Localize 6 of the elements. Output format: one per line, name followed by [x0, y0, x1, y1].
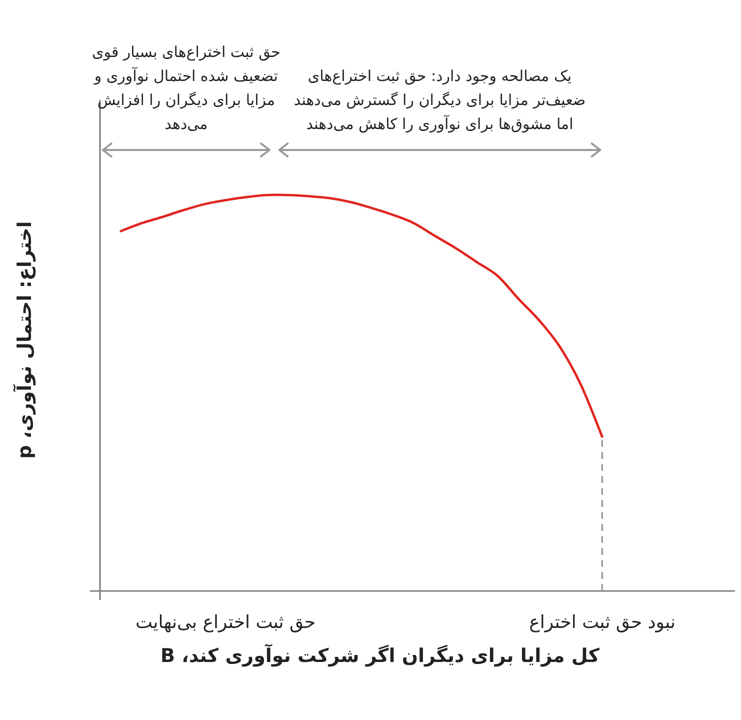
- x-tick-label: حق ثبت اختراع بی‌نهایت: [136, 612, 316, 633]
- y-axis-title: اختراع: احتمال نوآوری، p: [14, 221, 36, 459]
- text: یک مصالحه وجود دارد: حق ثبت اختراع‌های ضعیف‌تر مزایا برای دیگران را گسترش می‌دهند اما مشوق‌ها برای نوآوری را کاهش می‌دهند: [292, 66, 587, 135]
- x-axis-title: کل مزایا برای دیگران اگر شرکت نوآوری کند، B: [160, 645, 600, 667]
- text: حق ثبت اختراع‌های بسیار قوی تضعیف شده احتمال نوآوری و مزایا برای دیگران را افزایش می‌دهد: [90, 42, 282, 135]
- x-tick-label: نبود حق ثبت اختراع: [529, 612, 676, 633]
